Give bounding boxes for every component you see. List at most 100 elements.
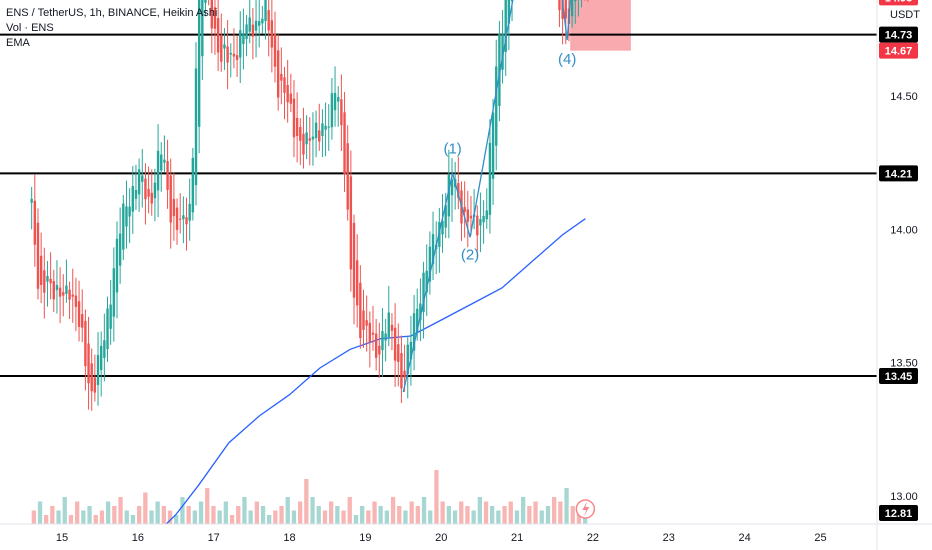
candle — [163, 135, 166, 173]
candle — [93, 354, 97, 402]
candle — [444, 192, 447, 239]
volume-bar — [99, 510, 105, 524]
candle — [378, 322, 381, 378]
volume-bar — [149, 510, 154, 524]
y-tick-label: 13.50 — [890, 358, 918, 370]
volume-bar — [440, 501, 445, 524]
candle — [488, 119, 492, 234]
candle — [232, 28, 236, 69]
volume-bar — [570, 506, 575, 524]
y-tick-label: 14.50 — [890, 91, 918, 103]
candle — [577, 0, 579, 17]
candle — [172, 172, 176, 241]
svg-text:14.67: 14.67 — [885, 46, 913, 58]
volume-bar — [384, 510, 389, 524]
candle — [330, 78, 334, 140]
volume-bar — [285, 497, 290, 524]
candle — [570, 0, 574, 28]
candle — [115, 221, 119, 319]
volume-bar — [360, 506, 365, 524]
candle — [431, 211, 435, 281]
legend-symbol: ENS / TetherUS, 1h, BINANCE, Heikin Ashi — [6, 7, 218, 19]
candle — [482, 200, 485, 244]
volume-bar — [397, 506, 402, 524]
candle — [128, 188, 131, 244]
candle — [84, 309, 87, 391]
volume-bar — [421, 497, 427, 524]
candle — [501, 10, 504, 84]
candle — [43, 247, 46, 319]
volume-bar — [44, 515, 49, 524]
price-badge[interactable]: 14.21 — [879, 165, 918, 182]
volume-bar — [124, 510, 129, 524]
candle — [33, 174, 37, 267]
candle — [447, 149, 451, 239]
candle — [147, 166, 150, 214]
volume-bar — [564, 488, 569, 524]
elliott-wave-label[interactable]: (4) — [558, 51, 576, 68]
elliott-wave-label[interactable]: (2) — [461, 246, 479, 263]
volume-bar — [471, 510, 476, 524]
volume-bar — [533, 501, 538, 524]
price-badge[interactable]: 14.67 — [879, 42, 918, 59]
candle — [39, 232, 43, 304]
candle — [254, 0, 258, 58]
candle — [428, 231, 432, 295]
candle — [387, 285, 390, 347]
price-badge[interactable]: 14.73 — [879, 26, 918, 43]
candle — [305, 115, 308, 160]
price-badge[interactable]: 14.93 — [879, 0, 918, 6]
candle — [169, 158, 172, 249]
price-badge[interactable]: 12.81 — [879, 505, 918, 521]
volume-bar — [452, 510, 458, 524]
volume-bar — [167, 510, 173, 524]
candle — [337, 86, 340, 127]
candle — [397, 323, 400, 387]
candle — [340, 74, 343, 151]
candle — [106, 296, 109, 362]
candle — [476, 205, 479, 259]
candle — [194, 42, 198, 206]
volume-bar — [527, 506, 532, 524]
candle — [469, 195, 473, 236]
price-badge[interactable]: 13.45 — [879, 367, 918, 384]
candle — [229, 43, 232, 78]
candle — [201, 0, 204, 80]
volume-bar — [539, 510, 544, 524]
candle — [188, 178, 191, 241]
candle — [226, 20, 229, 90]
volume-bar — [186, 506, 191, 524]
plot-area[interactable]: (1)(2)(3)(4)(5) — [0, 0, 877, 544]
candle — [87, 316, 90, 410]
stop-zone[interactable] — [570, 0, 631, 51]
volume-bar — [496, 510, 501, 524]
volume-bar — [137, 506, 142, 524]
candle — [182, 196, 185, 244]
volume-bar — [130, 515, 136, 524]
volume-bar — [155, 501, 160, 524]
elliott-wave-label[interactable]: (1) — [443, 140, 461, 157]
candle — [242, 8, 245, 70]
event-marker-icon[interactable] — [575, 499, 596, 519]
candle — [507, 0, 511, 51]
volume-bar — [576, 510, 582, 524]
candle — [355, 234, 359, 328]
candle — [125, 180, 128, 249]
candle — [235, 35, 239, 77]
volume-bar — [316, 506, 321, 524]
candle — [457, 156, 460, 210]
candle — [49, 252, 52, 300]
volume-bar — [56, 510, 61, 524]
elliott-wave-path[interactable] — [402, 0, 593, 393]
candle — [55, 260, 59, 314]
candle — [276, 34, 280, 111]
volume-bar — [260, 506, 266, 524]
candle — [166, 139, 169, 209]
y-tick-label: 14.00 — [890, 224, 918, 236]
candle — [81, 289, 84, 343]
candle — [197, 0, 201, 154]
volume-bar — [229, 515, 235, 524]
candle — [118, 207, 122, 284]
